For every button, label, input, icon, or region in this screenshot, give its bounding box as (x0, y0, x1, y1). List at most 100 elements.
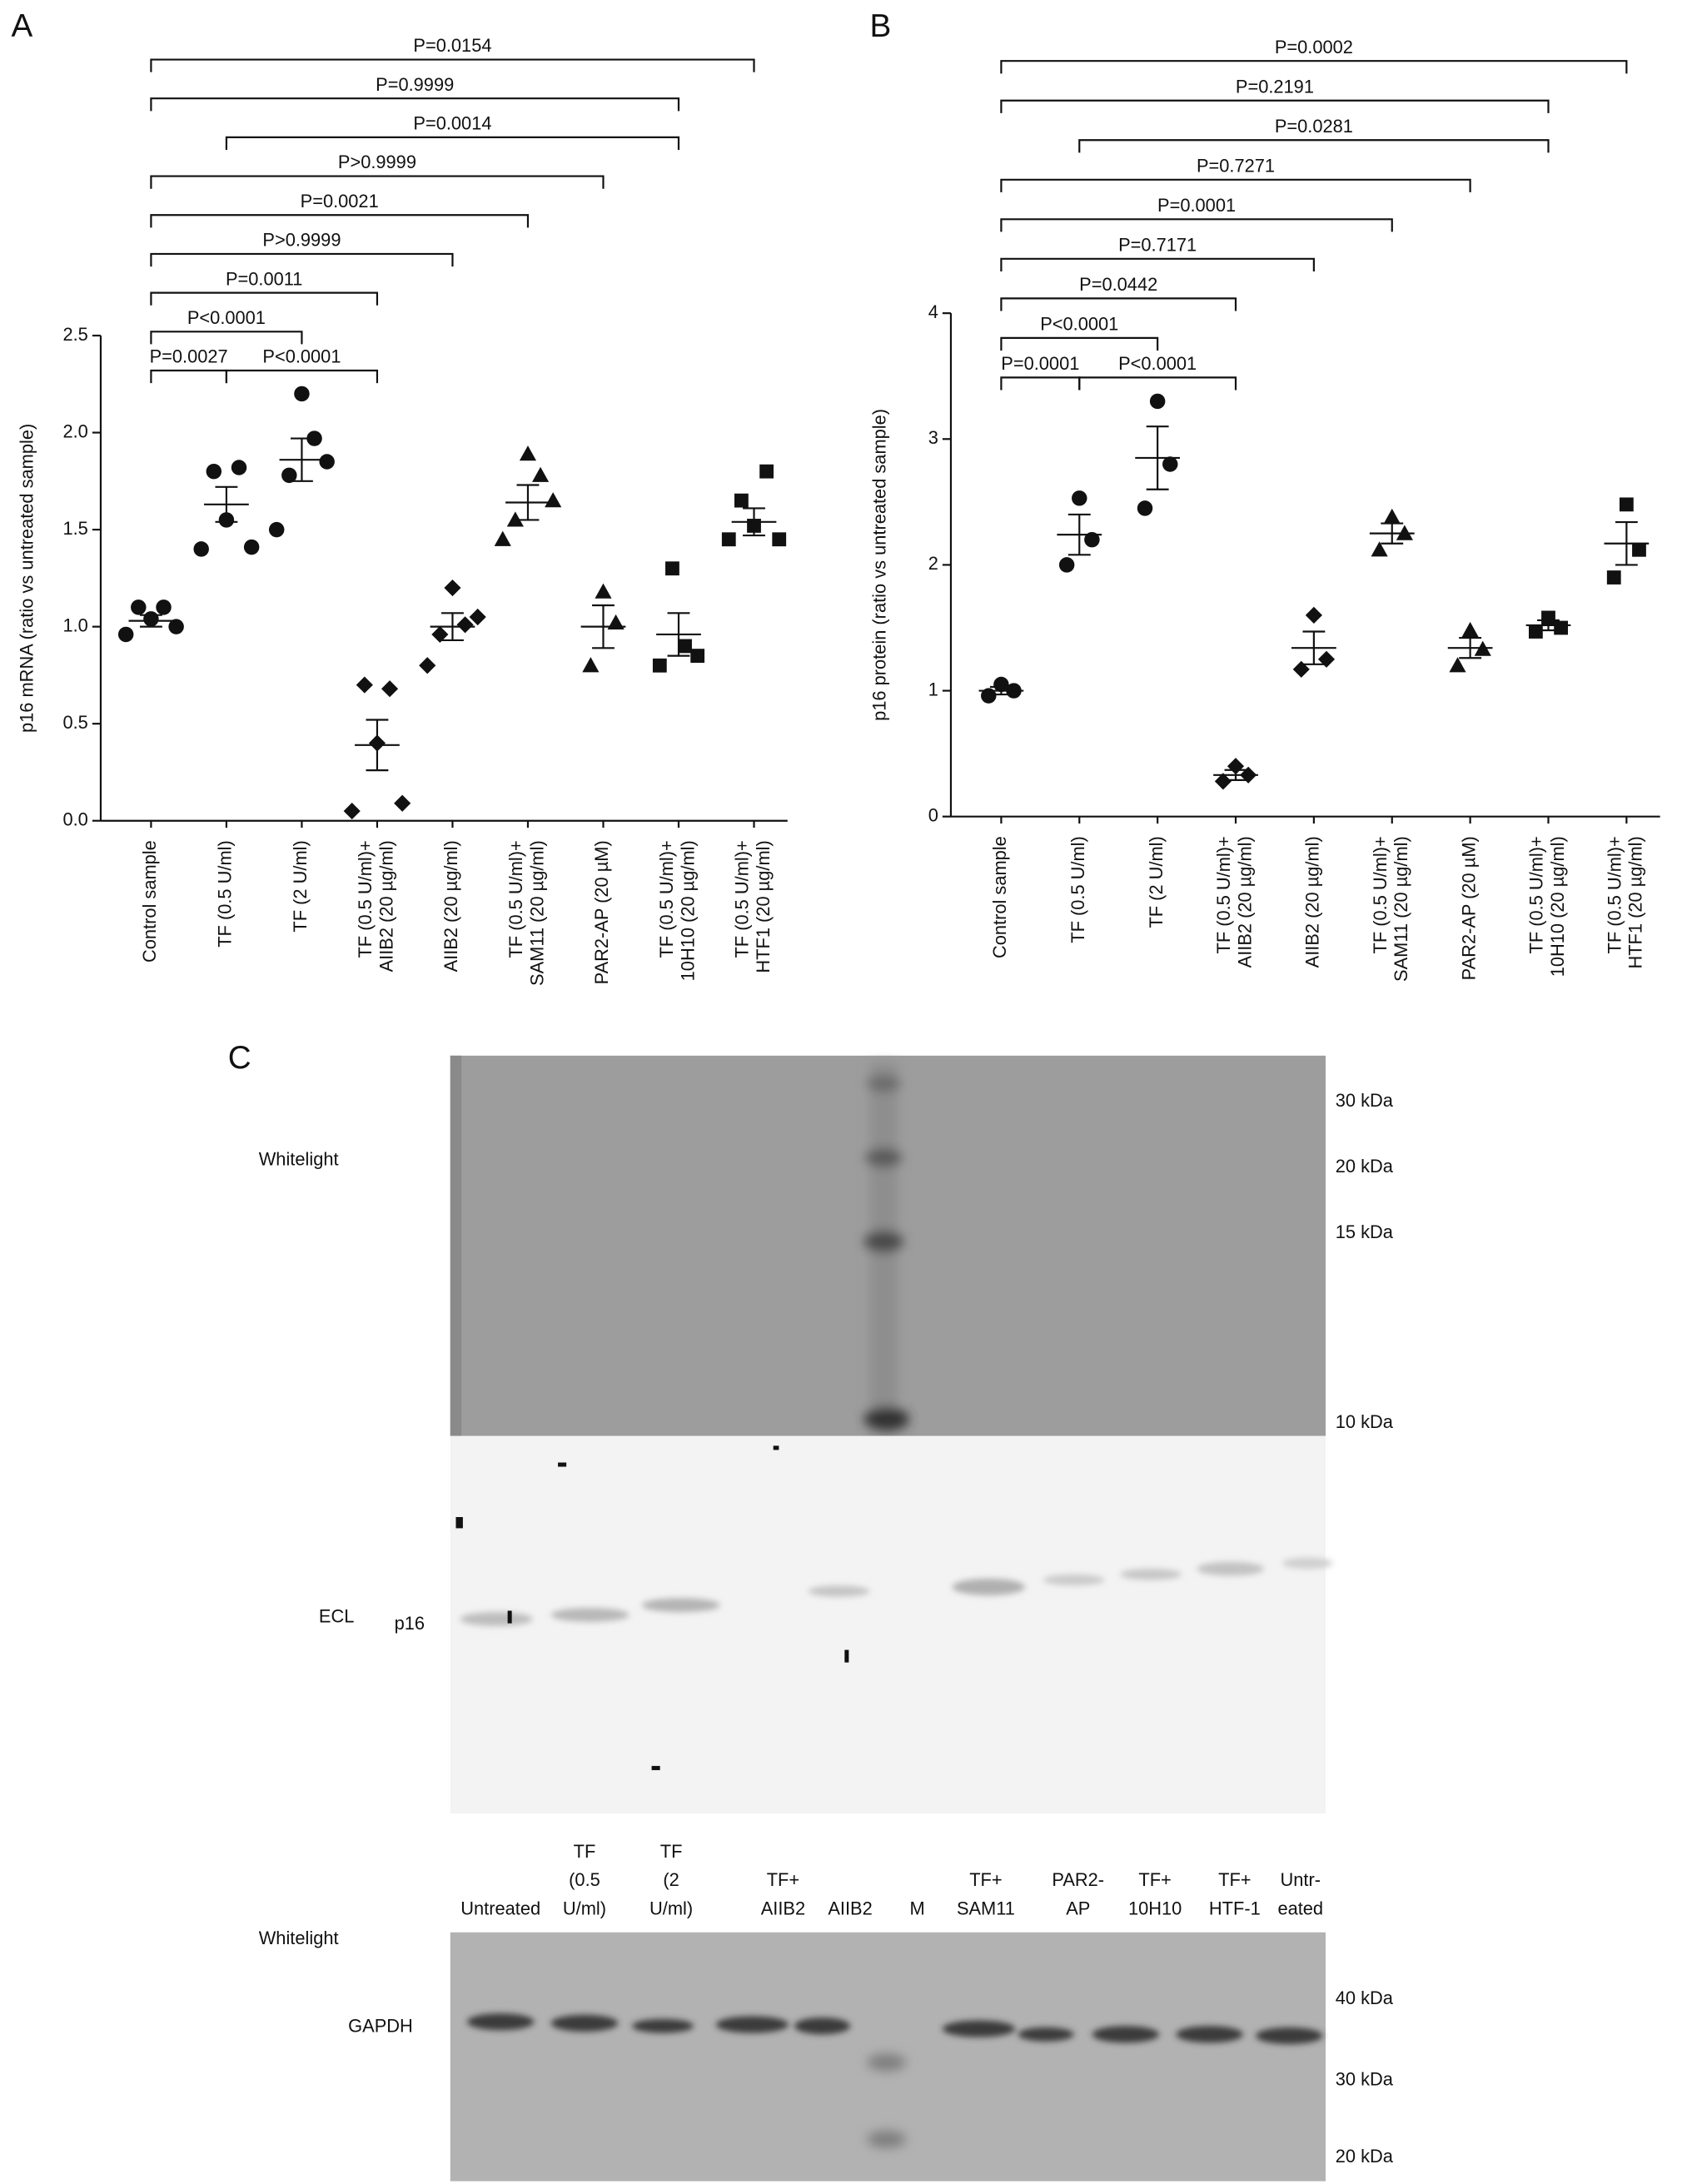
lane-label: TF (574, 1841, 596, 1862)
data-point (993, 676, 1009, 693)
x-tick-label: 10H10 (20 µg/ml) (1547, 836, 1568, 977)
data-point (981, 688, 997, 704)
p-value-label: P=0.0442 (1079, 274, 1157, 295)
x-tick-label: AIIB2 (20 µg/ml) (376, 840, 396, 972)
data-point (381, 680, 399, 698)
data-point (545, 492, 562, 508)
lane-label: TF (660, 1841, 683, 1862)
data-point (419, 657, 436, 674)
x-tick-label: TF (2 U/ml) (1146, 836, 1167, 928)
gapdh-bands (466, 2013, 1323, 2045)
significance-bracket (150, 252, 454, 267)
significance-bracket (225, 369, 379, 384)
data-point (431, 625, 449, 644)
data-point (131, 599, 147, 615)
blot-label: Whitelight (259, 1149, 339, 1170)
data-point (734, 493, 749, 508)
y-tick-label: 2 (928, 553, 938, 574)
lane-label: Untreated (460, 1898, 540, 1919)
x-tick-label: TF (2 U/ml) (290, 840, 311, 932)
y-axis-label: p16 protein (ratio vs untreated sample) (869, 409, 890, 721)
significance-bracket (1078, 376, 1237, 391)
p-value-label: P=0.0027 (150, 346, 228, 367)
marker-label: 20 kDa (1336, 1156, 1394, 1177)
x-tick-label: Control sample (139, 840, 160, 963)
y-tick-label: 0 (928, 804, 938, 825)
x-tick-label: PAR2-AP (20 µM) (591, 840, 612, 984)
x-tick-label: TF (0.5 U/ml) (215, 840, 236, 948)
data-point (678, 639, 692, 654)
marker-label: 10 kDa (1336, 1411, 1394, 1432)
data-point (306, 430, 322, 446)
y-tick-label: 1.5 (62, 518, 87, 539)
data-point (1541, 610, 1555, 625)
lane-label: (0.5 (569, 1869, 600, 1890)
lane-label: AIIB2 (761, 1898, 805, 1919)
data-point (759, 464, 774, 479)
y-tick-label: 0.5 (62, 712, 87, 733)
x-tick-label: PAR2-AP (20 µM) (1458, 836, 1479, 980)
data-point (1058, 557, 1075, 573)
panel-label: C (228, 1040, 251, 1076)
p-value-label: P<0.0001 (1040, 314, 1118, 335)
x-tick-label: TF (0.5 U/ml)+ (505, 840, 526, 958)
data-point (1371, 541, 1388, 557)
x-tick-label: TF (0.5 U/ml)+ (1526, 836, 1547, 953)
lane-label: U/ml) (649, 1898, 693, 1919)
p-value-label: P>0.9999 (338, 152, 416, 172)
blot-label: Whitelight (259, 1928, 339, 1948)
p-value-label: P=0.0011 (226, 268, 302, 289)
data-point (469, 608, 486, 626)
marker-label: 30 kDa (1336, 2069, 1394, 2090)
lane-label: TF+ (1138, 1869, 1171, 1890)
x-tick-label: SAM11 (20 µg/ml) (526, 840, 547, 986)
p-value-label: P=0.0001 (1001, 353, 1079, 374)
data-point (356, 676, 373, 694)
significance-bracket (1000, 178, 1471, 192)
blot-label: ECL (319, 1606, 354, 1627)
significance-bracket (225, 136, 680, 151)
gapdh-ladder (867, 2053, 907, 2148)
data-point (519, 445, 537, 461)
data-point (394, 794, 411, 812)
data-point (595, 583, 612, 599)
marker-label: 30 kDa (1336, 1090, 1394, 1111)
y-tick-label: 4 (928, 301, 938, 322)
data-point (243, 539, 260, 555)
significance-bracket (1000, 376, 1081, 391)
data-point (1084, 531, 1100, 548)
significance-bracket (1000, 257, 1315, 271)
data-point (1305, 606, 1322, 624)
lane-label: TF+ (969, 1869, 1002, 1890)
ecl-membrane (450, 1435, 1326, 1813)
p-value-label: P=0.7171 (1118, 234, 1197, 255)
lane-label: 10H10 (1128, 1898, 1182, 1919)
p-value-label: P<0.0001 (1118, 353, 1197, 374)
lane-label: M (910, 1898, 925, 1919)
lane-label: PAR2- (1052, 1869, 1104, 1890)
data-point (1149, 393, 1166, 410)
x-tick-label: AIIB2 (20 µg/ml) (1234, 836, 1255, 968)
panel-label: B (870, 8, 892, 44)
band-label: p16 (395, 1613, 425, 1634)
data-point (690, 649, 705, 664)
panel-label: A (11, 8, 32, 44)
y-tick-label: 3 (928, 427, 938, 448)
lane-label: TF+ (767, 1869, 799, 1890)
marker-label: 20 kDa (1336, 2146, 1394, 2167)
x-tick-label: AIIB2 (20 µg/ml) (1302, 836, 1323, 968)
significance-bracket (1000, 336, 1159, 351)
data-point (1449, 657, 1466, 673)
data-point (206, 463, 222, 480)
x-tick-label: SAM11 (20 µg/ml) (1391, 836, 1411, 982)
significance-bracket (1000, 60, 1628, 74)
lane-label: AIIB2 (828, 1898, 872, 1919)
data-point (294, 386, 310, 402)
data-point (1554, 620, 1569, 635)
x-tick-label: HTF1 (20 µg/ml) (1625, 836, 1646, 968)
significance-bracket (150, 331, 303, 345)
lane-label: Untr- (1281, 1869, 1321, 1890)
significance-bracket (1078, 139, 1550, 153)
p-value-label: P=0.9999 (376, 74, 454, 95)
